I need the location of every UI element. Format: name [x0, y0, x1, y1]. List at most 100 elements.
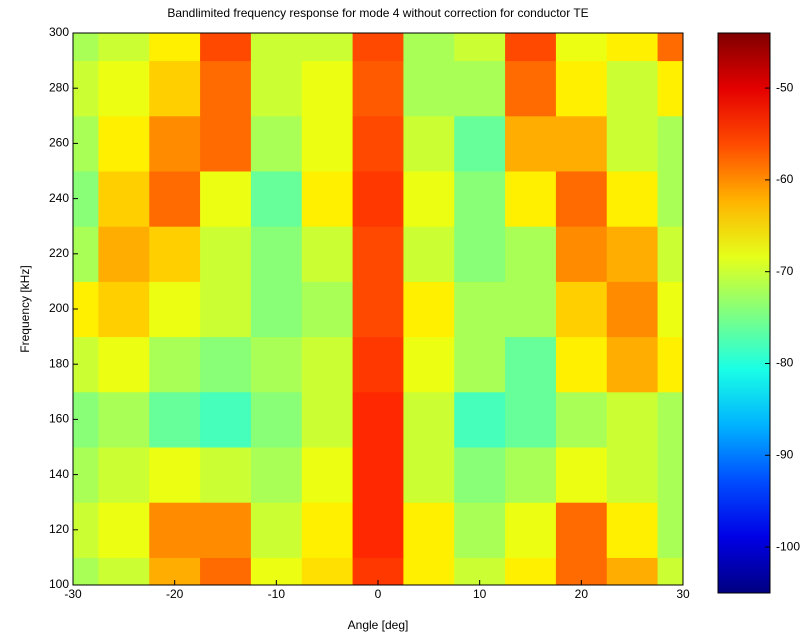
- heat-cell: [403, 336, 455, 393]
- heat-cell: [301, 60, 354, 117]
- heat-cell: [149, 447, 201, 503]
- heat-cell: [149, 115, 201, 172]
- heat-cell: [454, 115, 506, 172]
- heat-cell: [403, 171, 455, 227]
- heat-cell: [555, 447, 608, 503]
- heat-cell: [454, 226, 506, 282]
- heat-cell: [454, 447, 506, 503]
- heat-cell: [505, 502, 557, 558]
- heat-cell: [200, 391, 252, 448]
- heat-cell: [657, 502, 683, 558]
- heat-cell: [98, 336, 150, 393]
- heat-cell: [352, 115, 404, 172]
- heat-cell: [657, 33, 683, 62]
- heat-cell: [352, 33, 404, 62]
- heat-cell: [352, 226, 404, 282]
- heat-cell: [149, 33, 201, 62]
- y-tick-label: 160: [49, 412, 69, 426]
- heat-cell: [301, 33, 354, 62]
- heat-cell: [98, 447, 150, 503]
- heat-cell: [606, 60, 659, 117]
- heat-cell: [149, 226, 201, 282]
- heat-cell: [98, 171, 150, 227]
- heat-cell: [250, 281, 303, 338]
- heatmap: [73, 33, 683, 585]
- heat-cell: [301, 171, 354, 227]
- heat-cell: [555, 33, 608, 62]
- heat-cell: [606, 391, 659, 448]
- heat-cell: [149, 281, 201, 338]
- heat-cell: [352, 391, 404, 448]
- colorbar-tick-label: -60: [776, 172, 794, 186]
- heat-cell: [352, 502, 404, 558]
- x-tick-label: 10: [473, 587, 487, 601]
- heat-cell: [200, 502, 252, 558]
- heat-cell: [555, 281, 608, 338]
- heat-cell: [657, 171, 683, 227]
- x-axis-label: Angle [deg]: [348, 618, 409, 632]
- heat-cell: [149, 171, 201, 227]
- heat-cell: [149, 502, 201, 558]
- chart-title: Bandlimited frequency response for mode …: [167, 6, 588, 20]
- heat-cell: [301, 502, 354, 558]
- heat-cell: [98, 60, 150, 117]
- heat-cell: [606, 447, 659, 503]
- heat-cell: [555, 171, 608, 227]
- heat-cell: [606, 281, 659, 338]
- heat-cell: [657, 281, 683, 338]
- heat-cell: [98, 281, 150, 338]
- heat-cell: [301, 391, 354, 448]
- heat-cell: [657, 447, 683, 503]
- colorbar-tick-label: -70: [776, 264, 794, 278]
- colorbar-tick-label: -50: [776, 80, 794, 94]
- x-tick-label: -30: [64, 587, 82, 601]
- x-tick-label: 0: [375, 587, 382, 601]
- colorbar-tick-label: -80: [776, 356, 794, 370]
- heat-cell: [606, 115, 659, 172]
- y-tick-label: 200: [49, 301, 69, 315]
- heat-cell: [403, 557, 455, 585]
- heat-cell: [200, 171, 252, 227]
- heat-cell: [505, 447, 557, 503]
- heat-cell: [352, 281, 404, 338]
- heat-cell: [250, 226, 303, 282]
- heat-cell: [98, 226, 150, 282]
- heat-cell: [555, 115, 608, 172]
- heat-cell: [200, 336, 252, 393]
- heat-cell: [250, 33, 303, 62]
- y-tick-label: 220: [49, 246, 69, 260]
- heat-cell: [352, 171, 404, 227]
- heat-cell: [200, 60, 252, 117]
- heat-cell: [606, 33, 659, 62]
- heat-cell: [403, 447, 455, 503]
- x-tick-label: -10: [268, 587, 286, 601]
- heat-cell: [200, 33, 252, 62]
- heat-cell: [454, 336, 506, 393]
- heat-cell: [98, 502, 150, 558]
- heat-cell: [403, 281, 455, 338]
- heat-cell: [657, 391, 683, 448]
- heat-cell: [505, 557, 557, 585]
- heat-cell: [657, 557, 683, 585]
- heat-cell: [250, 391, 303, 448]
- heat-cell: [250, 60, 303, 117]
- heat-cell: [403, 391, 455, 448]
- heat-cell: [98, 33, 150, 62]
- heat-cell: [200, 557, 252, 585]
- heat-cell: [454, 391, 506, 448]
- heat-cell: [505, 115, 557, 172]
- y-tick-label: 120: [49, 522, 69, 536]
- heat-cell: [454, 502, 506, 558]
- heat-cell: [505, 171, 557, 227]
- heat-cell: [454, 60, 506, 117]
- heat-cell: [98, 115, 150, 172]
- colorbar: [717, 32, 771, 594]
- heat-cell: [657, 115, 683, 172]
- heat-cell: [454, 33, 506, 62]
- heat-cell: [403, 33, 455, 62]
- heat-cell: [403, 115, 455, 172]
- heat-cell: [555, 336, 608, 393]
- x-tick-label: 20: [575, 587, 589, 601]
- y-tick-label: 240: [49, 191, 69, 205]
